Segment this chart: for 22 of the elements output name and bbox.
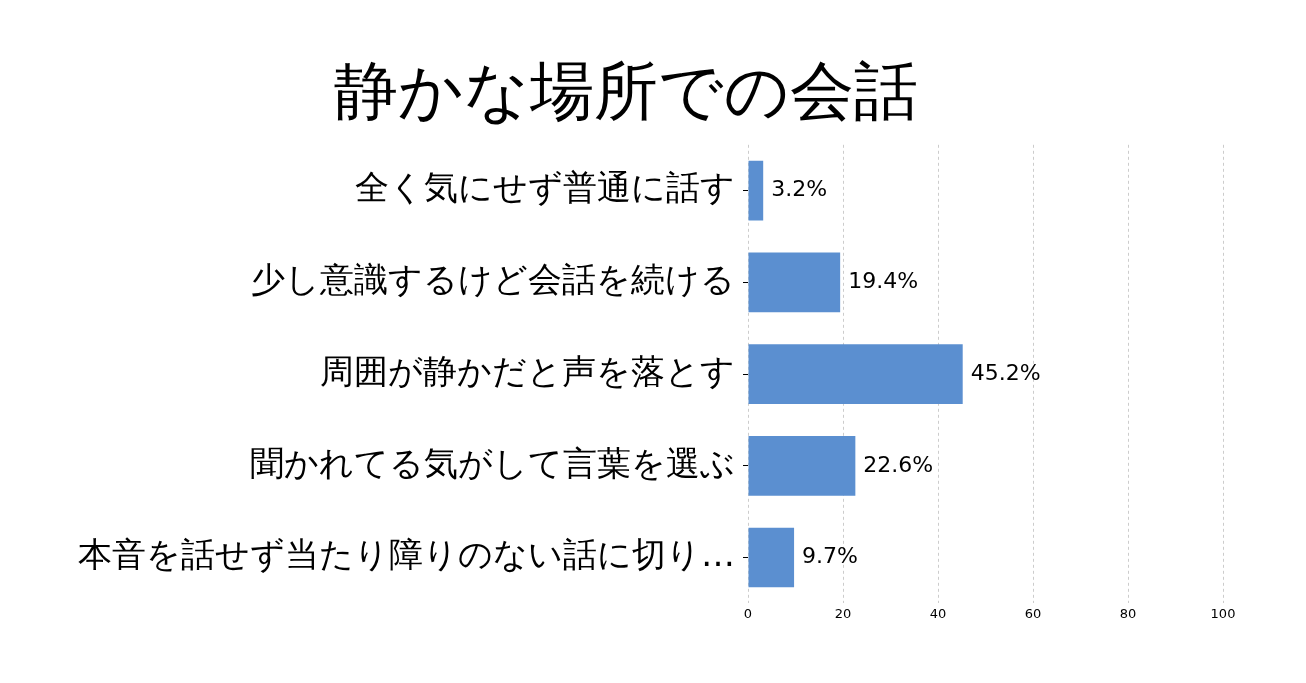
bar [748, 160, 764, 221]
data-label: 19.4% [848, 268, 919, 294]
bar [748, 252, 841, 313]
bar [748, 344, 963, 404]
x-tick-label: 0 [743, 605, 753, 621]
data-label: 45.2% [970, 359, 1041, 385]
x-tick-label: 80 [1119, 605, 1137, 621]
bar [748, 527, 795, 588]
y-tick-label: 聞かれてる気がして言葉を選ぶ [250, 442, 735, 483]
data-label: 9.7% [802, 543, 858, 569]
x-tick-label: 20 [834, 605, 852, 621]
y-tick-label: 少し意識するけど会話を続ける [251, 259, 735, 300]
bar [748, 436, 856, 496]
data-label: 3.2% [771, 176, 828, 202]
x-tick-label: 60 [1024, 605, 1042, 621]
y-tick-label: 本音を話せず当たり障りのない話に切り… [78, 534, 735, 575]
chart-title: 静かな場所での会話 [333, 54, 918, 129]
y-tick-label: 全く気にせず普通に話す [355, 167, 735, 208]
y-tick-label: 周囲が静かだと声を落とす [320, 350, 735, 391]
x-tick-label: 40 [929, 605, 947, 621]
data-label: 22.6% [863, 451, 934, 477]
x-tick-label: 100 [1210, 605, 1236, 621]
